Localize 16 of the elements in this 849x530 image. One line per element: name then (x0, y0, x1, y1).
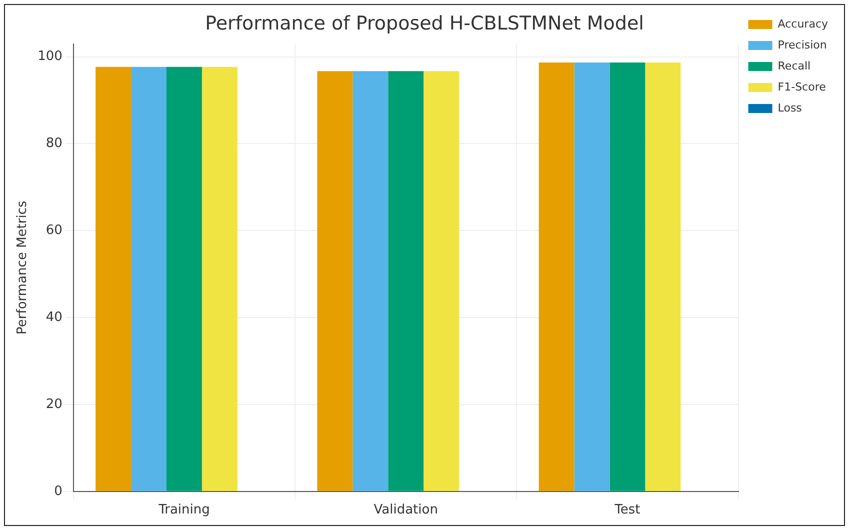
x-tick-label: Training (158, 502, 210, 518)
legend-label: Recall (778, 59, 811, 72)
legend-label: Loss (778, 101, 802, 114)
x-tick-label: Test (614, 502, 640, 518)
y-tick-label: 100 (38, 49, 62, 64)
legend-label: F1-Score (778, 80, 826, 94)
legend-label: Precision (778, 38, 827, 52)
y-axis-title: Performance Metrics (15, 200, 30, 334)
chart-title: Performance of Proposed H-CBLSTMNet Model (205, 12, 644, 34)
legend-label: Accuracy (778, 17, 828, 30)
y-tick-label: 80 (46, 136, 62, 152)
y-tick-label: 40 (46, 310, 62, 325)
y-tick-label: 60 (46, 223, 62, 238)
y-tick-label: 0 (54, 484, 62, 499)
y-tick-label: 20 (46, 396, 62, 412)
x-tick-label: Validation (374, 502, 438, 518)
